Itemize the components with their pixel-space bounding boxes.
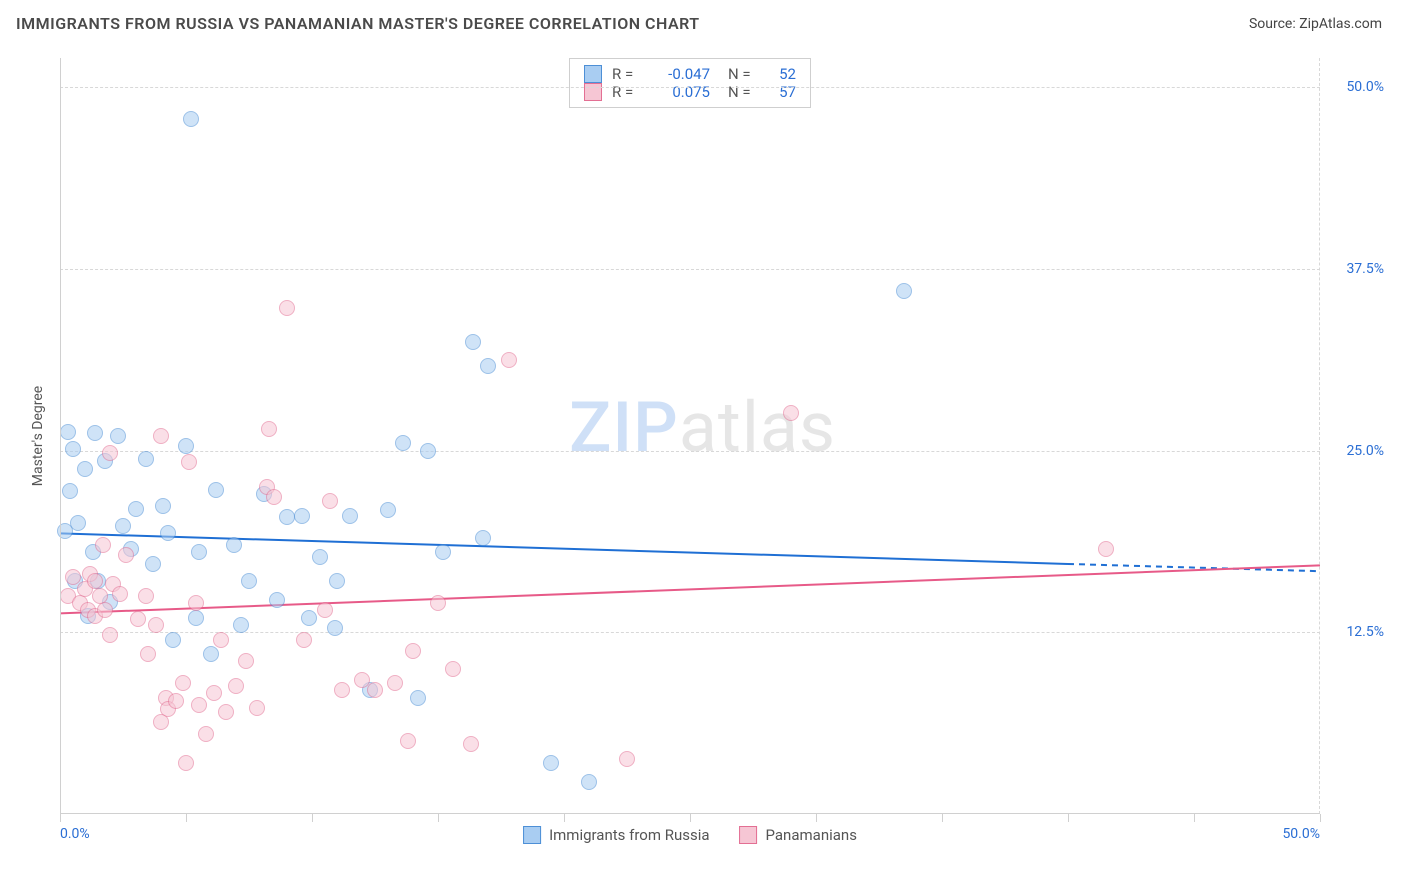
y-axis-title: Master's Degree: [30, 386, 46, 486]
source-attribution: Source: ZipAtlas.com: [1249, 16, 1382, 32]
x-tick: [564, 814, 565, 822]
legend-series: Immigrants from Russia Panamanians: [523, 826, 857, 844]
x-tick: [1194, 814, 1195, 822]
x-tick: [1320, 814, 1321, 822]
chart-title: IMMIGRANTS FROM RUSSIA VS PANAMANIAN MAS…: [16, 14, 700, 33]
legend-item: Panamanians: [740, 826, 857, 844]
y-tick-label: 25.0%: [1346, 443, 1384, 459]
axis-right-border: [60, 58, 1320, 814]
legend-swatch: [523, 826, 541, 844]
source-prefix: Source:: [1249, 16, 1299, 32]
legend-series-name: Panamanians: [766, 826, 857, 844]
x-tick: [60, 814, 61, 822]
legend-swatch: [740, 826, 758, 844]
x-tick: [816, 814, 817, 822]
x-axis-max-label: 50.0%: [1282, 826, 1320, 842]
legend-series-name: Immigrants from Russia: [549, 826, 709, 844]
x-tick: [690, 814, 691, 822]
y-tick-label: 37.5%: [1346, 261, 1384, 277]
correlation-chart: Master's Degree ZIPatlas R =-0.047N =52R…: [16, 48, 1390, 848]
y-tick-label: 50.0%: [1346, 79, 1384, 95]
y-tick-label: 12.5%: [1346, 624, 1384, 640]
source-link[interactable]: ZipAtlas.com: [1299, 16, 1382, 32]
legend-item: Immigrants from Russia: [523, 826, 709, 844]
x-tick: [312, 814, 313, 822]
x-tick: [438, 814, 439, 822]
x-tick: [942, 814, 943, 822]
x-tick: [1068, 814, 1069, 822]
x-axis-min-label: 0.0%: [60, 826, 90, 842]
x-tick: [186, 814, 187, 822]
